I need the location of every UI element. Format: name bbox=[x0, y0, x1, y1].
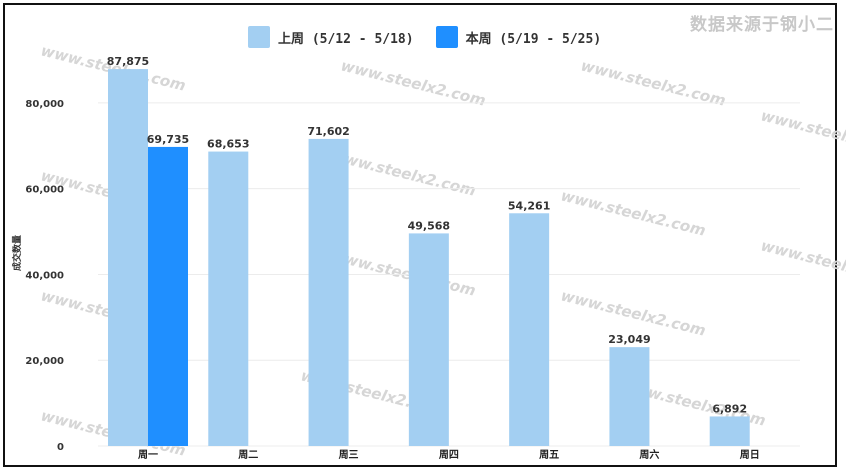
legend-swatch-last-week bbox=[248, 26, 270, 48]
legend: 上周 (5/12 - 5/18) 本周 (5/19 - 5/25) bbox=[248, 26, 601, 48]
data-label: 54,261 bbox=[508, 199, 550, 212]
bar-last-week bbox=[709, 416, 750, 446]
x-tick-label: 周一 bbox=[138, 449, 158, 461]
x-tick-label: 周六 bbox=[639, 448, 659, 461]
legend-item-this-week[interactable]: 本周 (5/19 - 5/25) bbox=[435, 26, 602, 48]
bar-last-week bbox=[308, 138, 349, 446]
y-tick-label: 0 bbox=[57, 442, 64, 453]
x-tick-label: 周四 bbox=[439, 449, 459, 461]
legend-item-last-week[interactable]: 上周 (5/12 - 5/18) bbox=[248, 26, 414, 48]
y-tick-label: 20,000 bbox=[25, 356, 64, 367]
watermark-text: www.steelx2.com bbox=[759, 236, 846, 289]
y-axis-title: 成交数量 bbox=[11, 235, 23, 271]
data-label: 69,735 bbox=[147, 133, 189, 146]
legend-swatch-this-week bbox=[435, 26, 458, 48]
watermark-text: www.steelx2.com bbox=[559, 186, 707, 239]
bar-last-week bbox=[509, 213, 550, 446]
bar-last-week bbox=[408, 233, 449, 446]
data-label: 6,892 bbox=[712, 402, 747, 415]
watermark-text: www.steelx2.com bbox=[329, 246, 477, 299]
watermark-text: www.steelx2.com bbox=[559, 286, 707, 339]
bar-last-week bbox=[108, 69, 148, 446]
data-label: 23,049 bbox=[608, 333, 650, 346]
watermark-text: www.steelx2.com bbox=[339, 56, 487, 109]
x-tick-label: 周五 bbox=[539, 449, 559, 461]
x-tick-label: 周二 bbox=[238, 449, 258, 461]
x-tick-label: 周日 bbox=[740, 449, 760, 461]
bar-last-week bbox=[609, 347, 650, 446]
bar-last-week bbox=[208, 151, 249, 446]
data-label: 49,568 bbox=[408, 219, 450, 232]
source-text: 数据来源于钢小二 bbox=[690, 15, 834, 35]
y-tick-label: 40,000 bbox=[25, 270, 64, 281]
y-tick-label: 80,000 bbox=[25, 99, 64, 110]
data-label: 87,875 bbox=[107, 55, 149, 68]
y-tick-label: 60,000 bbox=[25, 185, 64, 196]
legend-label-last-week: 上周 (5/12 - 5/18) bbox=[278, 31, 414, 47]
x-tick-label: 周三 bbox=[339, 449, 359, 461]
data-label: 71,602 bbox=[307, 125, 349, 138]
bar-this-week bbox=[148, 146, 188, 446]
watermark-text: www.steelx2.com bbox=[579, 56, 727, 109]
watermark-text: www.steelx2.com bbox=[329, 146, 477, 199]
data-label: 68,653 bbox=[207, 138, 249, 151]
legend-label-this-week: 本周 (5/19 - 5/25) bbox=[465, 31, 602, 47]
watermark-text: www.steelx2.com bbox=[759, 106, 846, 159]
